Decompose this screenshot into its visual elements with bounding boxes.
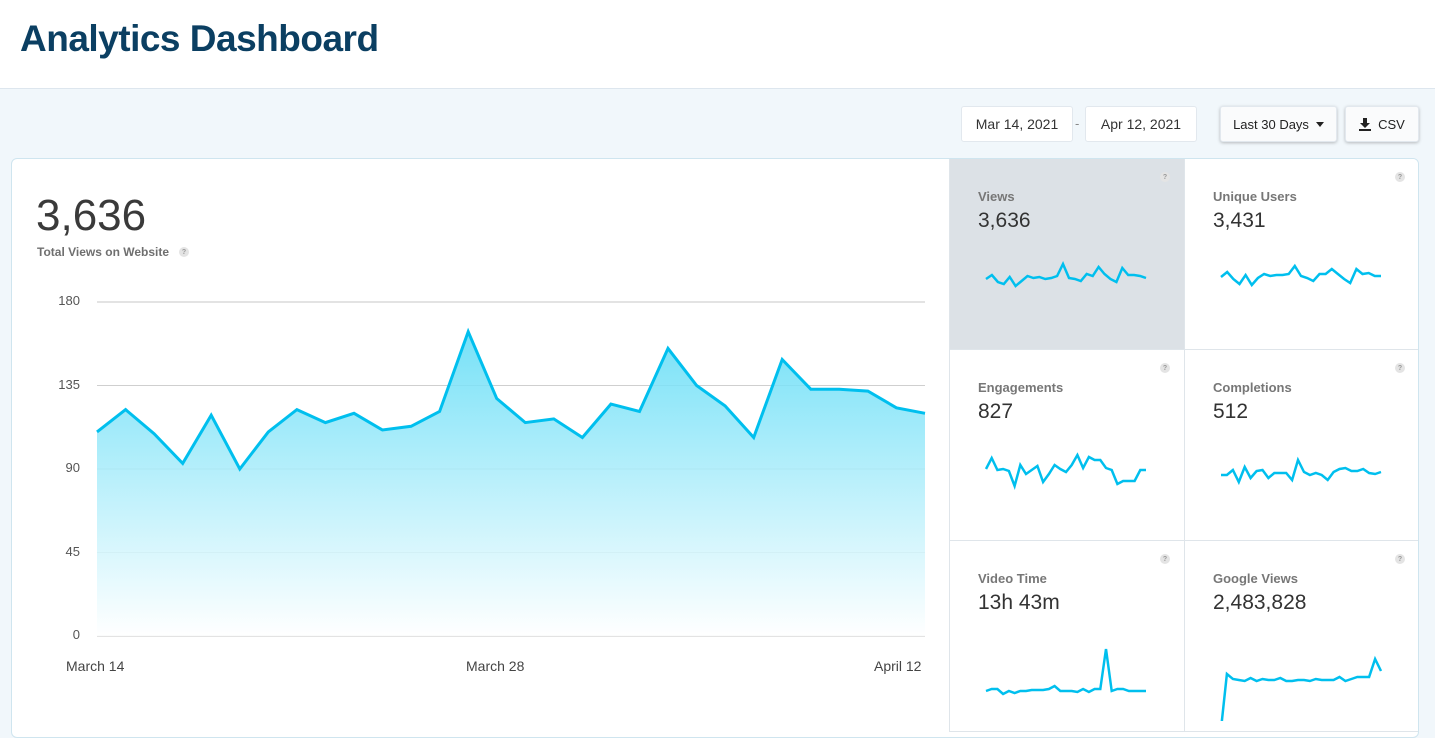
analytics-panel: 3,636 Total Views on Website ? 180 135 90 4… [11,158,1419,738]
page-title: Analytics Dashboard [20,18,379,59]
help-icon[interactable]: ? [1160,172,1170,182]
help-icon[interactable]: ? [1395,363,1405,373]
metric-card-video-time[interactable]: ? Video Time 13h 43m [949,541,1184,732]
x-tick-mid: March 28 [466,658,525,674]
y-tick-label: 180 [58,293,80,308]
sparkline-chart [1220,263,1381,288]
end-date-input[interactable]: Apr 12, 2021 [1085,106,1197,142]
caret-down-icon [1315,121,1324,127]
download-icon [1359,117,1372,131]
date-range-dropdown[interactable]: Last 30 Days [1220,106,1337,142]
x-tick-start: March 14 [66,658,125,674]
metric-cards: ? Views 3,636 ? Unique Users 3,431 ? Eng… [949,159,1418,737]
y-tick-label: 135 [58,376,80,392]
card-value: 827 [978,400,1014,423]
y-tick-label: 90 [65,460,80,475]
card-label: Google Views [1213,571,1299,586]
help-icon[interactable]: ? [1160,363,1170,373]
metric-card-google-views[interactable]: ? Google Views 2,483,828 [1184,541,1418,732]
sparkline-chart [1220,655,1383,721]
sparkline-chart [985,261,1147,288]
total-views-value: 3,636 [36,191,147,240]
help-icon[interactable]: ? [179,247,190,257]
y-tick-label: 45 [65,543,80,559]
sparkline-chart [1221,456,1382,486]
card-label: Unique Users [1213,189,1297,204]
sparkline-chart [985,648,1146,696]
help-icon[interactable]: ? [1160,554,1170,564]
card-value: 3,431 [1213,209,1266,232]
date-range-label: Last 30 Days [1233,116,1309,132]
total-views-label: Total Views on Website ? [37,245,190,259]
card-label: Completions [1213,380,1292,395]
card-value: 512 [1213,400,1249,423]
csv-download-button[interactable]: CSV [1345,106,1419,142]
metric-card-views[interactable]: ? Views 3,636 [949,159,1184,350]
start-date-input[interactable]: Mar 14, 2021 [961,106,1073,142]
total-views-label-text: Total Views on Website [37,245,170,259]
date-separator: - [1075,116,1080,131]
card-value: 3,636 [978,209,1031,232]
x-tick-end: April 12 [874,658,922,674]
page-header: Analytics Dashboard [0,0,1435,89]
views-area-chart[interactable] [12,159,949,738]
y-tick-label: 0 [72,627,80,642]
metric-card-engagements[interactable]: ? Engagements 827 [949,350,1184,541]
help-icon[interactable]: ? [1395,172,1405,182]
metric-card-unique-users[interactable]: ? Unique Users 3,431 [1184,159,1418,350]
card-label: Views [978,189,1015,204]
card-value: 13h 43m [978,591,1060,614]
card-label: Video Time [978,571,1047,586]
metric-card-completions[interactable]: ? Completions 512 [1184,350,1418,541]
help-icon[interactable]: ? [1395,554,1405,564]
card-label: Engagements [978,380,1064,395]
card-value: 2,483,828 [1213,591,1307,614]
csv-label: CSV [1378,116,1405,132]
sparkline-chart [984,452,1146,491]
